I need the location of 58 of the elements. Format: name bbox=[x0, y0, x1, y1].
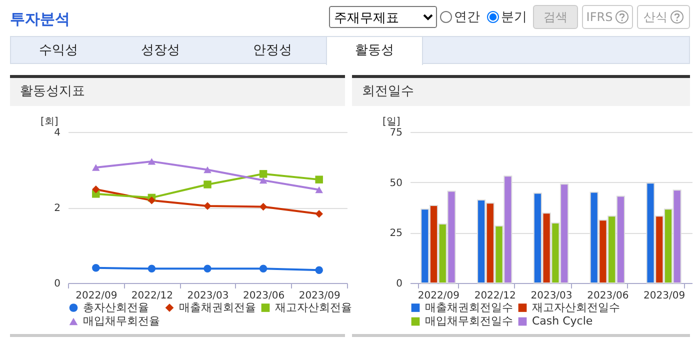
text: 산식 bbox=[644, 8, 668, 26]
point bbox=[259, 170, 268, 178]
point bbox=[204, 166, 212, 174]
legend-label: 매출채권회전일수 bbox=[425, 300, 513, 314]
point bbox=[148, 196, 156, 204]
y-tick-label: 0 bbox=[396, 278, 402, 290]
text: 성장성 bbox=[140, 42, 181, 60]
point bbox=[315, 186, 323, 194]
y-tick-label: 75 bbox=[390, 128, 402, 138]
text: 활동성 bbox=[326, 36, 423, 65]
legend-label: 재고자산회전일수 bbox=[532, 300, 620, 314]
x-tick-label: 2023/06 bbox=[243, 290, 285, 302]
y-tick-label: 2 bbox=[54, 203, 60, 214]
point bbox=[92, 186, 100, 194]
x-tick-label: 2022/09 bbox=[418, 290, 460, 302]
text: 투자분석 bbox=[10, 10, 70, 29]
text: 수익성 bbox=[38, 42, 79, 60]
point bbox=[315, 210, 323, 218]
x-tick-label: 2023/03 bbox=[530, 290, 572, 302]
legend-label: 총자산회전율 bbox=[83, 300, 149, 314]
x-tick-label: 2022/09 bbox=[76, 290, 118, 302]
x-tick-label: 2023/03 bbox=[187, 290, 229, 302]
y-tick-label: 0 bbox=[54, 278, 60, 290]
point bbox=[204, 202, 212, 210]
text: 분기 bbox=[501, 9, 527, 26]
legend-label: 매입채무회전율 bbox=[83, 314, 160, 328]
legend-label: Cash Cycle bbox=[532, 314, 593, 328]
y-axis-title: [회] bbox=[40, 116, 58, 128]
x-tick-label: 2023/06 bbox=[587, 290, 629, 302]
point bbox=[204, 264, 212, 273]
point bbox=[259, 176, 268, 184]
y-axis-title: [일] bbox=[382, 116, 400, 128]
chart-title: 활동성지표 bbox=[10, 78, 345, 106]
legend-label: 재고자산회전율 bbox=[275, 300, 352, 314]
point bbox=[315, 266, 323, 274]
point bbox=[92, 164, 100, 171]
text: 주재무제표 bbox=[329, 6, 437, 28]
legend-label: 매출채권회전율 bbox=[179, 300, 256, 314]
point bbox=[204, 180, 212, 188]
text: 연간 bbox=[454, 9, 480, 26]
legend-label: 매입채무회전일수 bbox=[425, 314, 513, 328]
x-tick-label: 2022/12 bbox=[131, 290, 173, 302]
y-tick-label: 25 bbox=[390, 228, 402, 240]
x-tick-label: 2022/12 bbox=[474, 290, 516, 302]
y-tick-label: 4 bbox=[54, 128, 60, 138]
point bbox=[148, 264, 156, 273]
x-tick-label: 2023/09 bbox=[644, 290, 686, 302]
text: 검색 bbox=[544, 8, 568, 26]
x-tick-label: 2023/09 bbox=[298, 290, 340, 302]
y-tick-label: 50 bbox=[390, 178, 402, 189]
point bbox=[148, 158, 156, 165]
text: 안정성 bbox=[252, 42, 293, 60]
chart-title: 회전일수 bbox=[352, 78, 690, 106]
point bbox=[259, 264, 268, 273]
point bbox=[92, 264, 100, 272]
point bbox=[259, 202, 268, 211]
point bbox=[315, 176, 323, 184]
text: IFRS bbox=[586, 10, 613, 24]
